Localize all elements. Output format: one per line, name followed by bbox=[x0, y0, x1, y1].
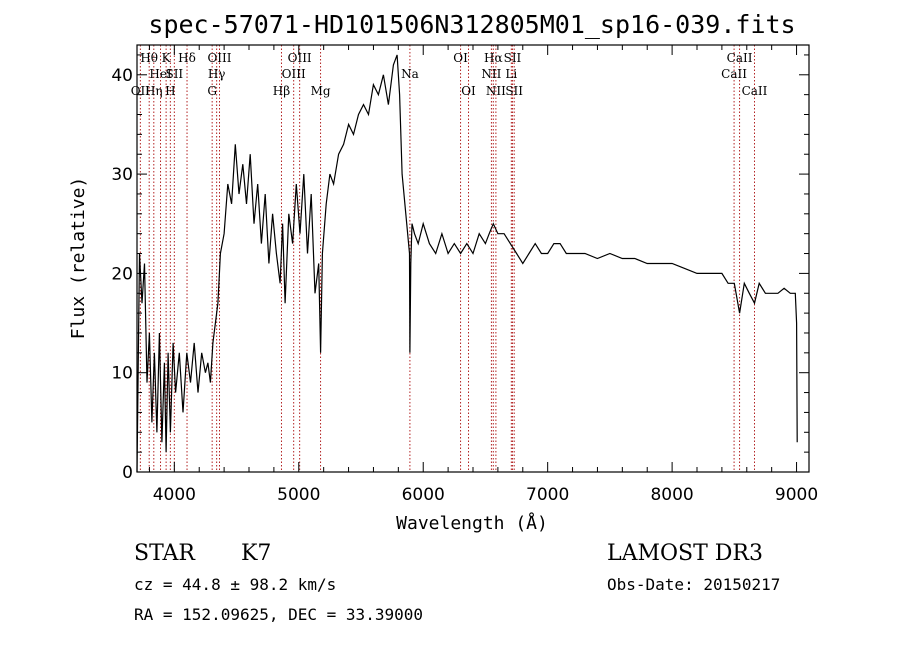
spectrum-series-line bbox=[136, 54, 798, 473]
chart-title: spec-57071-HD101506N312805M01_sp16-039.f… bbox=[148, 10, 795, 39]
y-tick-label: 20 bbox=[111, 264, 133, 284]
line-label-2: Hη bbox=[145, 84, 163, 98]
line-label-18: NII bbox=[481, 67, 501, 81]
line-label-15: Na bbox=[401, 67, 419, 81]
spectral-line-markers bbox=[139, 45, 755, 472]
coordinates-text: RA = 152.09625, DEC = 33.39000 bbox=[134, 605, 423, 624]
line-label-23: SII bbox=[505, 84, 523, 98]
line-label-6: SII bbox=[165, 67, 183, 81]
x-axis: 4000 5000 6000 7000 8000 9000 bbox=[148, 45, 818, 505]
line-label-9: Hγ bbox=[208, 67, 226, 81]
x-tick-label: 6000 bbox=[402, 485, 445, 505]
x-tick-label: 7000 bbox=[526, 485, 569, 505]
line-label-0: OII bbox=[131, 84, 151, 98]
line-label-20: NII bbox=[486, 84, 506, 98]
plot-frame bbox=[136, 44, 810, 473]
y-tick-label: 40 bbox=[111, 66, 133, 86]
x-tick-label: 8000 bbox=[650, 485, 693, 505]
line-label-13: OIII bbox=[288, 51, 312, 65]
survey-name: LAMOST DR3 bbox=[607, 541, 763, 566]
y-axis-label: Flux (relative) bbox=[68, 177, 89, 340]
velocity-text: cz = 44.8 ± 98.2 km/s bbox=[134, 575, 336, 594]
line-label-16: OI bbox=[453, 51, 468, 65]
line-label-17: OI bbox=[461, 84, 476, 98]
y-axis: 0 10 20 30 40 bbox=[111, 54, 809, 483]
line-label-22: SII bbox=[504, 51, 522, 65]
line-label-3: HeI bbox=[149, 67, 172, 81]
line-label-8: G bbox=[207, 84, 217, 98]
line-label-4: K bbox=[162, 51, 172, 65]
line-label-26: CaII bbox=[742, 84, 768, 98]
y-tick-label: 30 bbox=[111, 165, 133, 185]
line-label-25: CaII bbox=[727, 51, 753, 65]
object-class: STAR bbox=[134, 541, 196, 566]
x-tick-label: 9000 bbox=[775, 485, 818, 505]
x-tick-label: 4000 bbox=[153, 485, 196, 505]
y-tick-label: 10 bbox=[111, 364, 133, 384]
line-label-7: Hδ bbox=[178, 51, 196, 65]
obs-date: Obs-Date: 20150217 bbox=[607, 575, 780, 594]
y-tick-label: 0 bbox=[122, 463, 133, 483]
line-label-14: Mg bbox=[311, 84, 331, 98]
x-tick-label: 5000 bbox=[277, 485, 320, 505]
line-label-12: OIII bbox=[282, 67, 306, 81]
line-label-21: Li bbox=[505, 67, 517, 81]
line-label-5: H bbox=[165, 84, 175, 98]
object-subclass: K7 bbox=[241, 541, 271, 566]
spectral-line-labels: OII Hθ Hη HeI K H SII Hδ G Hγ OIII Hβ OIII OIII Mg Na OI… bbox=[131, 51, 768, 98]
line-label-10: OIII bbox=[207, 51, 231, 65]
line-label-24: CaII bbox=[721, 67, 747, 81]
line-label-1: Hθ bbox=[140, 51, 158, 65]
x-axis-label: Wavelength (Å) bbox=[396, 512, 548, 534]
line-label-19: Hα bbox=[484, 51, 503, 65]
line-label-11: Hβ bbox=[273, 84, 290, 98]
